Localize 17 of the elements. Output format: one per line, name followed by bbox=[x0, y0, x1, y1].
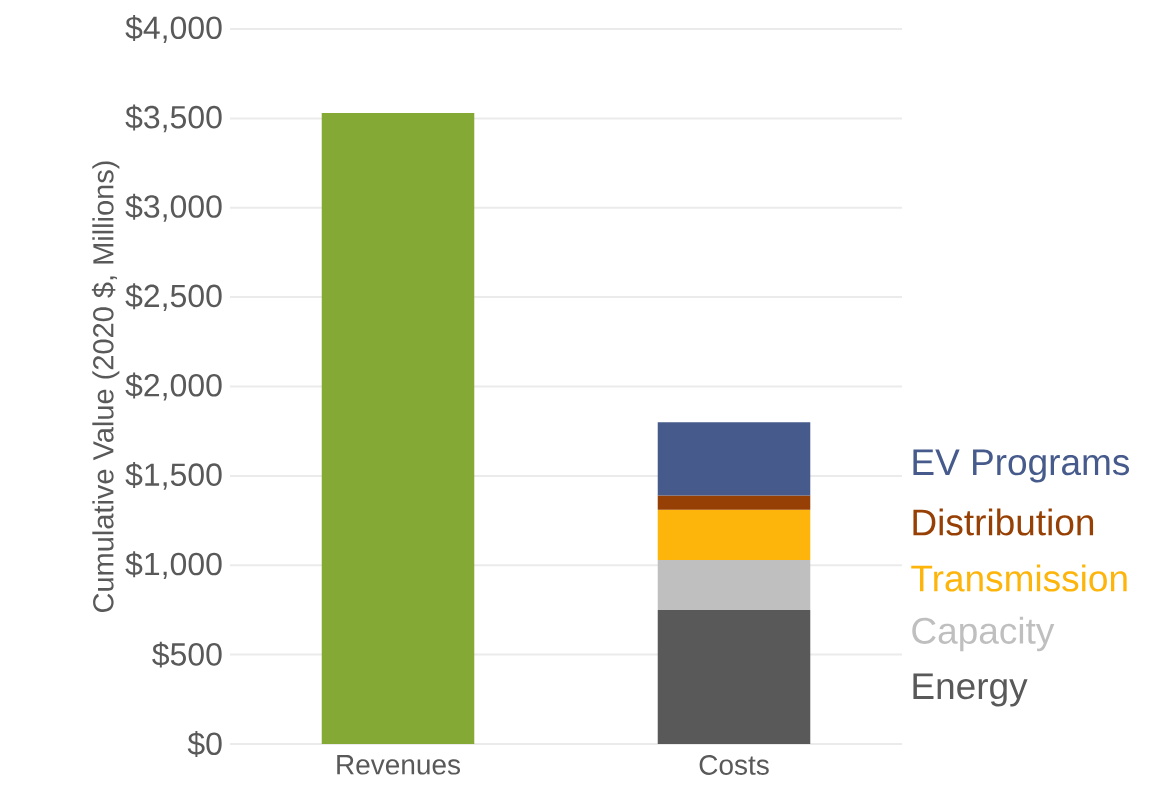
text: Capacity bbox=[912, 616, 1055, 652]
y-tick-label: $3,500 bbox=[125, 104, 222, 133]
y-axis-title: Cumulative Value (2020 $, Millions) bbox=[91, 161, 120, 613]
y-tick-label: $1,500 bbox=[125, 461, 222, 490]
text: Transmission bbox=[911, 564, 1127, 592]
y-tick-label: $500 bbox=[152, 641, 222, 668]
y-tick-label: $2,500 bbox=[125, 283, 222, 311]
y-tick-label: $0 bbox=[187, 731, 222, 757]
y-tick-label: $2,000 bbox=[125, 372, 222, 401]
x-tick-label: Costs bbox=[699, 755, 769, 775]
y-tick-label: $4,000 bbox=[125, 15, 222, 43]
x-tick-label: Revenues bbox=[337, 755, 461, 775]
y-tick-label: $3,000 bbox=[125, 193, 222, 222]
text: EV Programs bbox=[913, 449, 1130, 483]
text: Energy bbox=[913, 673, 1028, 707]
text: Distribution bbox=[913, 508, 1094, 536]
y-tick-label: $1,000 bbox=[125, 551, 222, 580]
